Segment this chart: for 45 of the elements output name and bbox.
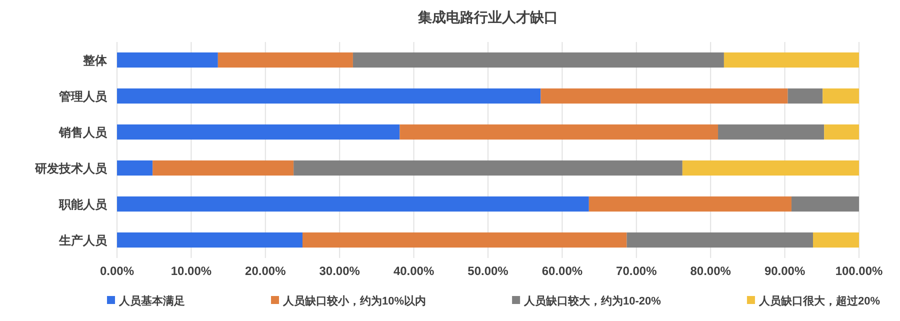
x-tick-label: 70.00% <box>616 264 658 278</box>
x-tick-label: 100.00% <box>835 264 884 278</box>
legend-label: 人员缺口很大，超过20% <box>758 294 880 308</box>
y-tick-label: 管理人员 <box>58 90 108 104</box>
bar <box>117 52 218 68</box>
bar <box>302 232 627 248</box>
legend-label: 人员缺口较大，约为10-20% <box>523 294 662 308</box>
bar <box>117 124 400 140</box>
bar <box>626 232 813 248</box>
x-tick-label: 50.00% <box>468 264 509 278</box>
y-tick-label: 生产人员 <box>58 234 108 248</box>
bar <box>117 196 589 212</box>
x-tick-label: 30.00% <box>319 264 360 278</box>
bar <box>588 196 792 212</box>
bar <box>788 88 823 104</box>
y-tick-label: 整体 <box>82 54 108 68</box>
x-tick-label: 80.00% <box>690 264 732 278</box>
bar <box>352 52 724 68</box>
legend-label: 人员基本满足 <box>118 294 185 308</box>
bar <box>791 196 859 212</box>
chart-title: 集成电路行业人才缺口 <box>417 9 558 25</box>
bar <box>117 232 302 248</box>
bar <box>822 88 859 104</box>
bar <box>117 88 541 104</box>
bar <box>152 160 294 176</box>
x-tick-label: 0.00% <box>100 264 134 278</box>
bar <box>718 124 824 140</box>
bar <box>682 160 859 176</box>
x-tick-label: 10.00% <box>170 264 212 278</box>
x-tick-label: 20.00% <box>245 264 286 278</box>
x-tick-label: 40.00% <box>393 264 434 278</box>
y-tick-label: 销售人员 <box>58 126 108 140</box>
bar <box>117 160 153 176</box>
bar <box>812 232 859 248</box>
bar <box>400 124 718 140</box>
x-tick-label: 90.00% <box>764 264 806 278</box>
bar <box>218 52 353 68</box>
bar <box>824 124 859 140</box>
y-tick-label: 研发技术人员 <box>34 162 108 176</box>
legend-label: 人员缺口较小，约为10%以内 <box>282 294 426 308</box>
bar <box>724 52 859 68</box>
y-tick-label: 职能人员 <box>58 198 108 212</box>
x-tick-label: 60.00% <box>542 264 583 278</box>
bar <box>294 160 682 176</box>
bar <box>540 88 788 104</box>
